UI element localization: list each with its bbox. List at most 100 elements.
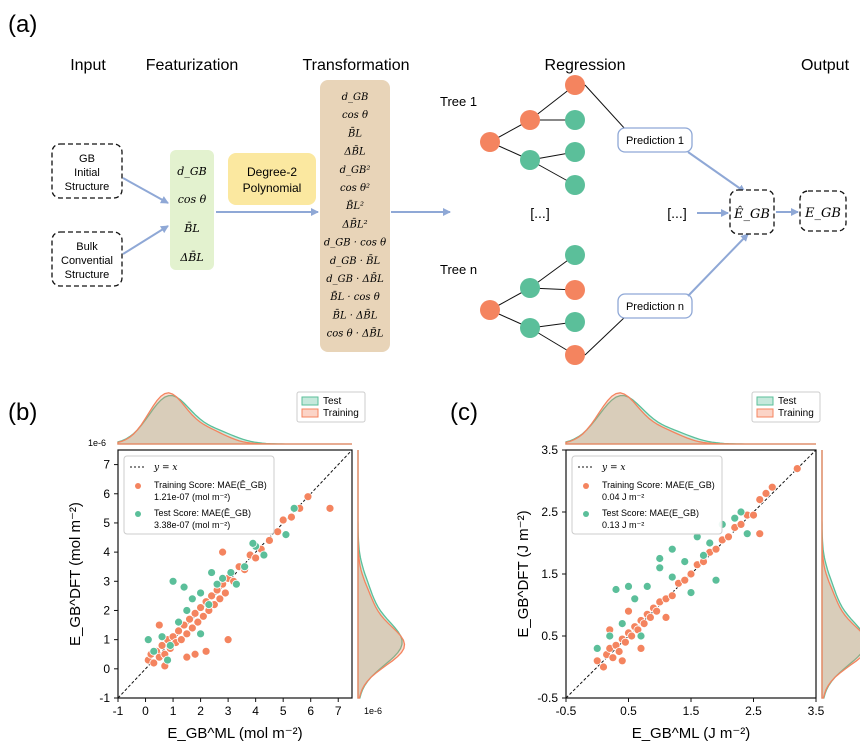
legend-identity-label: y = x bbox=[153, 463, 177, 473]
data-point-test bbox=[240, 562, 250, 572]
tree-node bbox=[565, 245, 585, 265]
data-point-training bbox=[792, 464, 802, 474]
x-tick-label: -0.5 bbox=[556, 704, 577, 718]
y-axis-label: E_GB^DFT (mol m⁻²) bbox=[67, 502, 84, 646]
top-legend-test-label: Test bbox=[778, 396, 797, 407]
data-point-test bbox=[605, 631, 615, 641]
panel-b-label: (b) bbox=[8, 399, 37, 426]
data-point-training bbox=[592, 656, 602, 666]
chart-b: -1 0 1 2 3 4 5 6 7 -1 0 1 2 3 4 5 6 7 1e-6 1e-6 E_GB^ML (mol… bbox=[67, 391, 406, 742]
panel-a: (a) Input Featurization Transformation R… bbox=[8, 11, 850, 365]
x-tick-label: 2.5 bbox=[745, 704, 762, 718]
chart-c: -0.5 0.5 1.5 2.5 3.5 -0.5 0.5 1.5 2.5 3.5 E_GB^ML … bbox=[515, 391, 860, 742]
y-axis-label: E_GB^DFT (J m⁻²) bbox=[515, 510, 532, 637]
x-offset-label: 1e-6 bbox=[364, 706, 382, 716]
data-point-training bbox=[174, 626, 183, 636]
y-tick-label: 0.5 bbox=[541, 629, 558, 643]
data-point-test bbox=[231, 579, 241, 589]
transformed-feature: B̄L · cos θ bbox=[329, 291, 379, 303]
x-tick-label: 1 bbox=[170, 704, 177, 718]
data-point-test bbox=[204, 600, 214, 610]
data-point-test bbox=[686, 588, 696, 597]
x-tick-label: 3 bbox=[225, 704, 232, 718]
prediction-n-label: Prediction n bbox=[626, 301, 684, 313]
tree-node bbox=[565, 142, 585, 162]
header-output: Output bbox=[801, 57, 850, 74]
data-point-training bbox=[711, 544, 721, 554]
panel-a-label: (a) bbox=[8, 11, 37, 38]
transformed-feature: B̄L · ΔB̄L bbox=[332, 310, 378, 322]
top-legend-training-swatch bbox=[301, 408, 319, 418]
data-point-training bbox=[207, 591, 217, 601]
data-point-test bbox=[592, 644, 602, 653]
data-point-training bbox=[265, 536, 274, 545]
x-tick-label: 5 bbox=[280, 704, 287, 718]
data-point-training bbox=[639, 619, 649, 628]
data-point-test bbox=[165, 641, 175, 650]
data-point-training bbox=[661, 613, 671, 622]
data-point-training bbox=[187, 623, 197, 633]
transformed-feature: ΔB̄L bbox=[343, 146, 366, 158]
data-point-training bbox=[176, 635, 186, 645]
regression-trees bbox=[480, 75, 627, 365]
data-point-training bbox=[652, 606, 662, 616]
x-tick-label: 4 bbox=[252, 704, 259, 718]
header-transformation: Transformation bbox=[303, 57, 410, 74]
tree-node bbox=[480, 132, 500, 152]
data-point-test bbox=[143, 635, 153, 645]
data-point-training bbox=[627, 631, 637, 641]
data-point-training bbox=[767, 482, 777, 492]
data-point-test bbox=[730, 513, 740, 523]
tree-link-to-prediction bbox=[584, 84, 627, 131]
data-point-training bbox=[190, 608, 200, 618]
input-box-bulk bbox=[51, 231, 123, 287]
data-point-test bbox=[259, 550, 269, 560]
data-point-test bbox=[248, 538, 258, 548]
x-tick-label: -1 bbox=[113, 704, 124, 718]
data-point-test bbox=[182, 606, 192, 615]
data-point-training bbox=[325, 503, 335, 513]
ellipsis-middle: [...] bbox=[530, 205, 549, 221]
y-tick-label: 1.5 bbox=[541, 567, 558, 581]
data-point-training bbox=[273, 527, 283, 537]
arrow-pred1-to-ehat bbox=[687, 151, 746, 193]
data-point-test bbox=[207, 568, 217, 577]
input-gb-line1: GB bbox=[79, 153, 95, 165]
prediction-n-box bbox=[617, 293, 693, 319]
x-axis-label: E_GB^ML (J m⁻²) bbox=[632, 725, 751, 742]
input-gb-line2: Initial bbox=[74, 167, 100, 179]
input-bulk-line3: Structure bbox=[65, 269, 110, 281]
tree-node bbox=[565, 175, 585, 195]
legend-training-swatch bbox=[135, 483, 141, 489]
data-point-training bbox=[182, 652, 192, 662]
input-gb-line3: Structure bbox=[65, 181, 110, 193]
data-point-training bbox=[278, 515, 288, 525]
data-point-training bbox=[198, 611, 208, 621]
data-point-training bbox=[608, 653, 618, 663]
data-point-training bbox=[624, 606, 633, 616]
x-tick-label: 6 bbox=[307, 704, 314, 718]
arrow-gb-to-features bbox=[122, 177, 169, 204]
feature-item: d_GB bbox=[177, 165, 206, 178]
data-point-training bbox=[303, 492, 313, 502]
input-bulk-line2: Convential bbox=[61, 255, 113, 267]
data-point-test bbox=[711, 575, 721, 585]
arrow-predn-to-ehat bbox=[687, 233, 749, 297]
transformed-feature: d_GB · ΔB̄L bbox=[326, 273, 384, 285]
y-tick-label: 3 bbox=[103, 574, 110, 588]
kde-side-training bbox=[821, 450, 860, 699]
panel-c-label: (c) bbox=[450, 399, 478, 426]
data-point-training bbox=[182, 629, 192, 639]
data-point-test bbox=[699, 551, 708, 560]
tree-n-label: Tree n bbox=[440, 262, 477, 277]
y-tick-label: -1 bbox=[99, 691, 110, 705]
data-point-training bbox=[185, 614, 194, 624]
y-tick-label: 2 bbox=[103, 603, 110, 617]
tree-node bbox=[520, 150, 540, 170]
y-tick-label: 1 bbox=[103, 633, 110, 647]
data-point-training bbox=[680, 575, 690, 585]
data-point-training bbox=[749, 510, 758, 520]
tree-link-to-prediction bbox=[584, 315, 627, 356]
